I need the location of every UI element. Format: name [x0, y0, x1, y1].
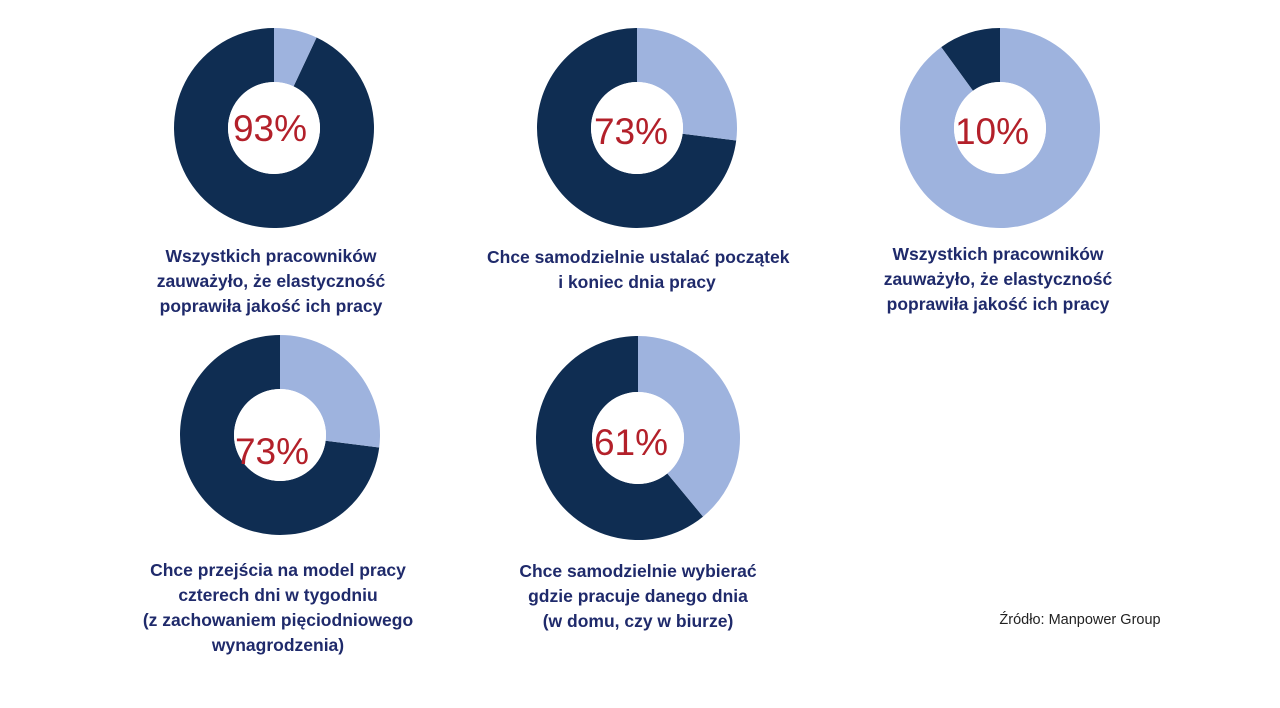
- donut-5-caption-line: Chce samodzielnie wybierać: [519, 561, 757, 581]
- donut-4-caption-line: wynagrodzenia): [211, 635, 345, 655]
- donut-5-hole: [592, 392, 684, 484]
- donut-2-main-slice: [536, 27, 737, 229]
- donut-5-rest-slice: [638, 336, 741, 517]
- donut-3-caption-line: Wszystkich pracowników: [892, 244, 1104, 264]
- donut-2-caption-line: i koniec dnia pracy: [558, 272, 716, 292]
- donut-5-percent-label: 61%: [594, 422, 668, 463]
- donut-1-slices: [174, 28, 374, 228]
- donut-1-caption-line: zauważyło, że elastyczność: [156, 271, 386, 291]
- donut-5-caption-line: gdzie pracuje danego dnia: [528, 586, 748, 606]
- donut-2-caption: Chce samodzielnie ustalać początek i koni…: [487, 245, 790, 295]
- donut-5-caption: Chce samodzielnie wybierać gdzie pracuje …: [488, 559, 788, 634]
- donut-1-hole: [228, 82, 320, 174]
- donut-4-hole: [234, 389, 326, 481]
- donut-5-slices: [536, 335, 741, 540]
- donut-3-slices: [900, 27, 1100, 228]
- donut-1-main-slice: [174, 28, 374, 228]
- donut-1-caption: Wszystkich pracowników zauważyło, że elas…: [121, 244, 421, 319]
- donut-4-main-slice: [179, 335, 380, 535]
- source-note: Źródło: Manpower Group: [999, 612, 1161, 628]
- donut-3-percent-label: 10%: [955, 111, 1029, 152]
- donut-4-slices: [179, 335, 380, 535]
- donut-3-caption: Wszystkich pracowników zauważyło, że elas…: [848, 242, 1148, 317]
- donut-3-rest-slice: [900, 28, 1100, 228]
- donut-2-rest-slice: [637, 28, 737, 141]
- donut-2-percent-label: 73%: [594, 111, 668, 152]
- donut-1-percent-label: 93%: [233, 108, 307, 149]
- donut-3-hole: [954, 82, 1046, 174]
- donut-2-hole: [591, 82, 683, 174]
- donut-4-caption-line: (z zachowaniem pięciodniowego: [142, 610, 414, 630]
- donut-2-caption-line: Chce samodzielnie ustalać początek: [487, 247, 790, 267]
- donut-4-caption-line: Chce przejścia na model pracy: [150, 560, 406, 580]
- donut-2-slices: [536, 27, 737, 229]
- donut-1-caption-line: poprawiła jakość ich pracy: [159, 296, 383, 316]
- donut-4-rest-slice: [280, 335, 380, 448]
- donut-4-caption: Chce przejścia na model pracy czterech dn…: [128, 558, 428, 658]
- donut-4-caption-line: czterech dni w tygodniu: [178, 585, 378, 605]
- donut-1-caption-line: Wszystkich pracowników: [165, 246, 377, 266]
- donut-3-caption-line: zauważyło, że elastyczność: [883, 269, 1113, 289]
- donut-1-rest-slice: [274, 28, 317, 87]
- donut-4-percent-label: 73%: [235, 431, 309, 472]
- donut-5-main-slice: [536, 335, 704, 540]
- donut-3-caption-line: poprawiła jakość ich pracy: [886, 294, 1110, 314]
- donut-3-main-slice: [941, 27, 1000, 91]
- donut-5-caption-line: (w domu, czy w biurze): [542, 611, 734, 631]
